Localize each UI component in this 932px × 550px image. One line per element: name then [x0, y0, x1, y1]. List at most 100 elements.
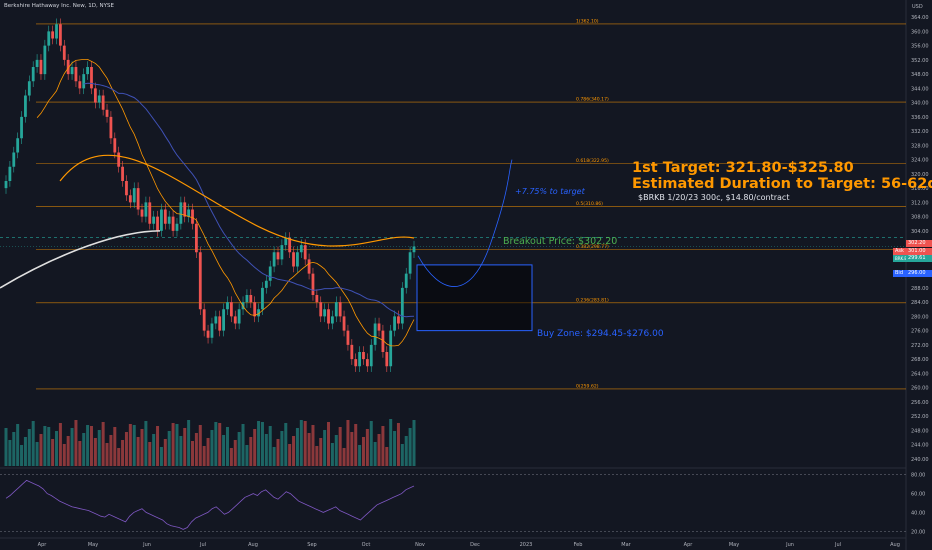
candle: [377, 323, 381, 331]
symbol-tag-label: BRK.B: [893, 255, 908, 262]
target-title: 1st Target: 321.80-$325.80: [632, 160, 854, 176]
volume-bar: [39, 434, 43, 466]
candle: [148, 202, 152, 224]
candle: [404, 273, 408, 288]
y-tick-label: 256.00: [911, 400, 929, 406]
y-tick-label: 244.00: [911, 443, 929, 449]
x-tick-label: Feb: [574, 542, 583, 548]
volume-bar: [156, 426, 160, 466]
volume-bar: [82, 433, 86, 466]
rsi-tick-label: 20.00: [911, 529, 925, 535]
volume-bar: [249, 437, 253, 466]
x-tick-label: Nov: [415, 542, 425, 548]
candle: [160, 209, 163, 231]
volume-bar: [117, 448, 121, 466]
candle: [206, 330, 210, 338]
y-tick-label: 332.00: [911, 129, 929, 135]
volume-bar: [280, 431, 284, 466]
candle: [350, 344, 354, 360]
volume-bar: [365, 429, 369, 466]
volume-bar: [12, 432, 16, 466]
candle: [179, 202, 183, 224]
candle: [47, 31, 51, 46]
ma-slow-line: [59, 154, 415, 247]
candle: [280, 245, 284, 260]
fib-level-label: 1(362.10): [576, 18, 599, 24]
volume-bar: [396, 423, 400, 466]
volume-bar: [74, 420, 78, 466]
fib-level-label: 0.382(298.77): [576, 244, 609, 250]
candle: [51, 31, 55, 39]
x-tick-label: Oct: [362, 542, 371, 548]
symbol-title: Berkshire Hathaway Inc. New, 1D, NYSE: [4, 3, 114, 9]
candle: [245, 295, 249, 303]
candle: [307, 259, 311, 274]
volume-bar: [78, 441, 82, 466]
volume-bar: [404, 436, 408, 466]
candle: [117, 152, 121, 167]
candle: [210, 323, 214, 338]
ask-price-tag: 301.00: [906, 248, 932, 255]
candle: [276, 252, 280, 260]
volume-bar: [51, 439, 55, 466]
candle: [226, 302, 229, 310]
x-tick-label: Apr: [38, 542, 48, 548]
candle: [93, 88, 97, 103]
candle: [101, 95, 105, 110]
volume-bar: [97, 430, 101, 466]
y-tick-label: 288.00: [911, 286, 929, 292]
volume-bar: [121, 440, 125, 466]
candle: [8, 166, 12, 181]
volume-bar: [225, 427, 229, 466]
y-tick-label: 336.00: [911, 115, 929, 121]
volume-bar: [354, 424, 358, 466]
volume-bar: [66, 436, 70, 466]
y-tick-label: 260.00: [911, 386, 929, 392]
fib-level-label: 0(259.62): [576, 383, 599, 389]
volume-bar: [400, 444, 404, 466]
candle: [16, 138, 20, 153]
volume-bar: [159, 447, 163, 466]
volume-bar: [241, 424, 245, 466]
volume-bar: [295, 428, 299, 466]
candle: [315, 295, 319, 303]
volume-bar: [373, 442, 377, 466]
candle: [86, 67, 89, 75]
volume-bar: [311, 425, 315, 466]
candle: [264, 280, 268, 288]
candle: [35, 59, 39, 67]
volume-bar: [233, 440, 237, 466]
volume-bar: [105, 443, 109, 466]
candle: [156, 216, 159, 231]
y-tick-label: 360.00: [911, 29, 929, 35]
x-tick-label: Jul: [199, 542, 206, 548]
volume-bar: [381, 426, 385, 466]
volume-bar: [202, 446, 206, 466]
volume-bar: [292, 436, 296, 466]
candle: [393, 316, 396, 331]
volume-bar: [194, 433, 198, 466]
candle: [82, 74, 86, 89]
volume-bar: [8, 440, 12, 466]
volume-bar: [31, 421, 35, 466]
volume-bar: [214, 422, 218, 466]
y-tick-label: 340.00: [911, 101, 929, 107]
candle: [346, 330, 350, 345]
volume-bar: [260, 422, 264, 466]
candle: [24, 95, 27, 117]
volume-bar: [86, 425, 90, 466]
candle: [369, 344, 373, 367]
volume-bar: [198, 425, 202, 466]
volume-bar: [385, 447, 389, 466]
candle: [272, 252, 276, 267]
candle: [257, 309, 260, 317]
volume-bar: [288, 444, 292, 466]
volume-bar: [237, 432, 241, 466]
candle: [55, 24, 58, 39]
x-tick-label: Jun: [785, 542, 794, 548]
candle: [233, 316, 237, 324]
bid-tag-label: Bid: [893, 270, 906, 277]
candle: [311, 273, 315, 295]
candle: [214, 316, 218, 324]
